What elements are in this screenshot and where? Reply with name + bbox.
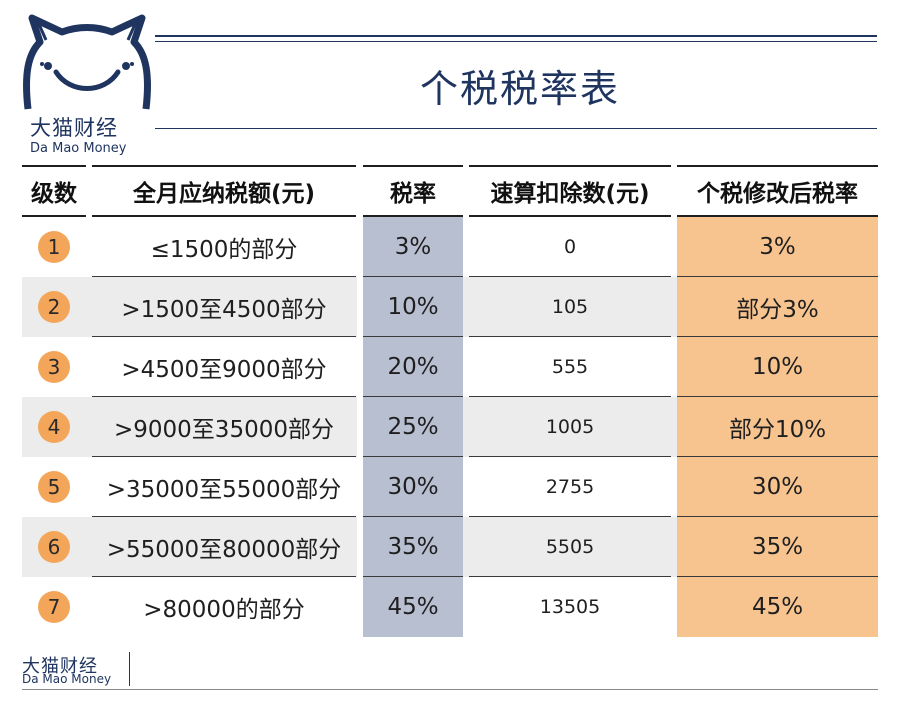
deduction-cell: 0 [469,217,671,277]
deduction-cell: 5505 [469,517,671,577]
level-badge: 5 [38,471,70,503]
brand-name-cn: 大猫财经 [30,116,118,140]
header-monthly-taxable: 全月应纳税额(元) [92,165,356,217]
table-row: 4 >9000至35000部分 25% 1005 部分10% [22,397,878,457]
brand-logo: 大猫财经 Da Mao Money [18,14,156,156]
header-rule-bottom [155,128,877,129]
taxable-range-cell: >80000的部分 [143,597,305,623]
footer-brand-cn: 大猫财经 [22,656,98,677]
new-rate-cell: 部分3% [677,277,878,337]
table-row: 3 >4500至9000部分 20% 555 10% [22,337,878,397]
level-badge: 2 [38,291,70,323]
deduction-cell: 105 [469,277,671,337]
rate-cell: 25% [363,397,463,457]
level-badge: 3 [38,351,70,383]
header-new-rate: 个税修改后税率 [677,165,878,217]
rate-cell: 35% [363,517,463,577]
level-cell: 3 [22,337,86,397]
rate-cell: 45% [363,577,463,637]
taxable-range-cell: >35000至55000部分 [92,457,356,517]
level-cell: 1 [22,217,86,277]
row-stripe [463,397,677,457]
table-row: 6 >55000至80000部分 35% 5505 35% [22,517,878,577]
level-cell: 7 [22,577,86,637]
row-stripe [22,277,357,337]
deduction-cell: 1005 [469,397,671,457]
header-level: 级数 [22,165,86,217]
row-stripe [463,277,677,337]
brand-name-en: Da Mao Money [30,141,127,156]
level-cell: 4 [22,397,86,457]
level-cell: 5 [22,457,86,517]
header-rule-top-thin [155,41,877,42]
header-rule-top [155,35,877,37]
deduction-cell: 13505 [539,596,601,618]
footer-divider [129,652,130,686]
new-rate-cell: 35% [677,517,878,577]
table-row: 7 >80000的部分 45% 13505 45% [22,577,878,637]
page-title: 个税税率表 [420,67,621,111]
taxable-range-cell: >4500至9000部分 [92,337,356,397]
row-stripe [22,397,357,457]
taxable-range-cell: >1500至4500部分 [92,277,356,337]
rate-cell: 10% [363,277,463,337]
deduction-cell: 555 [469,337,671,397]
new-rate-cell: 3% [677,217,878,277]
level-cell: 2 [22,277,86,337]
table-row: 1 ≤1500的部分 3% 0 3% [22,217,878,277]
level-badge: 1 [38,231,70,263]
deduction-cell: 2755 [469,457,671,517]
rate-cell: 20% [363,337,463,397]
new-rate-cell: 30% [677,457,878,517]
taxable-range-cell: >9000至35000部分 [92,397,356,457]
level-cell: 6 [22,517,86,577]
row-stripe [463,517,677,577]
taxable-range-cell: >55000至80000部分 [92,517,356,577]
table-row: 5 >35000至55000部分 30% 2755 30% [22,457,878,517]
level-badge: 4 [38,411,70,443]
cat-face-icon [23,14,151,110]
rate-cell: 30% [363,457,463,517]
header-rate: 税率 [363,165,463,217]
footer-rule [22,689,878,690]
taxable-range-cell: ≤1500的部分 [92,217,356,277]
row-stripe [22,517,357,577]
level-badge: 7 [38,591,70,623]
level-badge: 6 [38,531,70,563]
footer-brand-en: Da Mao Money [22,672,112,686]
new-rate-cell: 45% [677,577,878,637]
rate-cell: 3% [363,217,463,277]
header-deduction: 速算扣除数(元) [469,165,671,217]
table-row: 2 >1500至4500部分 10% 105 部分3% [22,277,878,337]
new-rate-cell: 10% [677,337,878,397]
new-rate-cell: 部分10% [677,397,878,457]
